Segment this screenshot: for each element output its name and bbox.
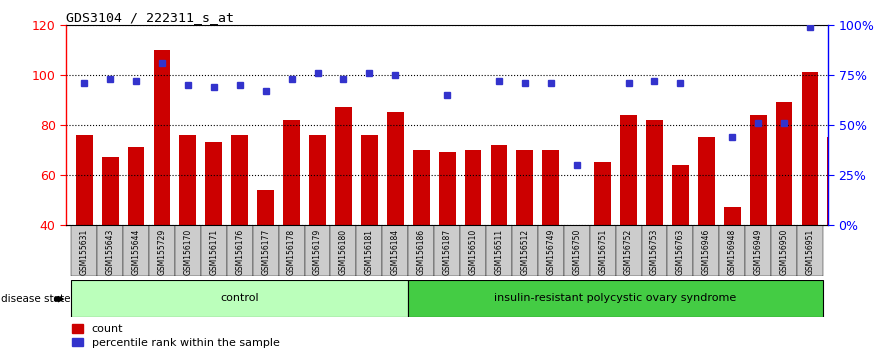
Bar <box>771 225 797 276</box>
Text: GSM156177: GSM156177 <box>261 229 270 275</box>
Bar <box>309 135 326 225</box>
Bar <box>205 142 222 225</box>
Bar <box>543 150 559 225</box>
Bar <box>775 102 793 225</box>
Text: GSM156171: GSM156171 <box>210 229 218 275</box>
Bar <box>180 135 196 225</box>
Bar <box>97 225 123 276</box>
Bar <box>827 137 844 225</box>
Bar <box>257 190 274 225</box>
Bar <box>305 225 330 276</box>
Bar <box>693 225 719 276</box>
Text: GSM155643: GSM155643 <box>106 229 115 275</box>
Bar <box>616 225 641 276</box>
Text: GSM156750: GSM156750 <box>573 229 581 275</box>
Text: GSM156178: GSM156178 <box>287 229 296 275</box>
Text: GSM156951: GSM156951 <box>805 229 815 275</box>
Bar <box>76 135 93 225</box>
Bar <box>641 225 668 276</box>
Bar <box>460 225 486 276</box>
Bar <box>646 120 663 225</box>
Text: GSM156763: GSM156763 <box>676 229 685 275</box>
Text: GSM156176: GSM156176 <box>235 229 244 275</box>
Text: GSM156948: GSM156948 <box>728 229 737 275</box>
Bar <box>750 115 766 225</box>
Bar <box>698 137 714 225</box>
Bar <box>439 152 455 225</box>
Bar <box>589 225 616 276</box>
Text: GSM156751: GSM156751 <box>598 229 607 275</box>
Text: GDS3104 / 222311_s_at: GDS3104 / 222311_s_at <box>66 11 234 24</box>
Text: GSM156510: GSM156510 <box>469 229 478 275</box>
Bar <box>537 225 564 276</box>
Bar <box>486 225 512 276</box>
Text: GSM156753: GSM156753 <box>650 229 659 275</box>
Bar <box>672 165 689 225</box>
Bar <box>361 135 378 225</box>
Text: GSM156186: GSM156186 <box>417 229 426 275</box>
Text: GSM155729: GSM155729 <box>158 229 167 275</box>
Bar <box>335 107 352 225</box>
Bar <box>854 122 870 225</box>
Text: GSM156180: GSM156180 <box>339 229 348 275</box>
Bar <box>283 120 300 225</box>
Bar <box>594 162 611 225</box>
Text: GSM155644: GSM155644 <box>131 229 141 275</box>
Bar <box>719 225 745 276</box>
Text: GSM156170: GSM156170 <box>183 229 192 275</box>
Bar <box>232 135 248 225</box>
Bar <box>128 147 144 225</box>
Text: insulin-resistant polycystic ovary syndrome: insulin-resistant polycystic ovary syndr… <box>494 293 737 303</box>
Text: GSM156184: GSM156184 <box>391 229 400 275</box>
Text: GSM156749: GSM156749 <box>546 229 555 275</box>
Bar <box>201 225 226 276</box>
Bar <box>175 225 201 276</box>
Text: GSM156181: GSM156181 <box>365 229 374 275</box>
Bar <box>745 225 771 276</box>
Text: GSM156950: GSM156950 <box>780 229 788 275</box>
Bar <box>71 280 408 317</box>
Text: disease state: disease state <box>1 294 70 304</box>
Text: GSM156512: GSM156512 <box>521 229 529 275</box>
Text: GSM156946: GSM156946 <box>702 229 711 275</box>
Text: GSM156949: GSM156949 <box>753 229 763 275</box>
Bar <box>101 157 119 225</box>
Bar <box>278 225 305 276</box>
Bar <box>568 225 585 270</box>
Bar <box>491 145 507 225</box>
Bar <box>226 225 253 276</box>
Bar <box>802 72 818 225</box>
Text: GSM156511: GSM156511 <box>494 229 503 275</box>
Text: GSM156187: GSM156187 <box>442 229 452 275</box>
Bar <box>564 225 589 276</box>
Bar <box>724 207 741 225</box>
Bar <box>797 225 823 276</box>
Text: GSM156179: GSM156179 <box>313 229 322 275</box>
Bar <box>413 150 430 225</box>
Bar <box>408 225 434 276</box>
Bar <box>620 115 637 225</box>
Bar <box>71 225 97 276</box>
Bar <box>512 225 537 276</box>
Bar <box>668 225 693 276</box>
Bar <box>123 225 149 276</box>
Bar <box>253 225 278 276</box>
Bar <box>357 225 382 276</box>
Bar <box>387 112 403 225</box>
Bar <box>382 225 408 276</box>
Text: control: control <box>220 293 259 303</box>
Bar <box>434 225 460 276</box>
Text: GSM155631: GSM155631 <box>79 229 89 275</box>
Bar <box>464 150 481 225</box>
Bar <box>153 50 170 225</box>
Bar <box>516 150 533 225</box>
Bar <box>149 225 175 276</box>
Bar <box>330 225 357 276</box>
Bar <box>408 280 823 317</box>
Text: GSM156752: GSM156752 <box>624 229 633 275</box>
Legend: count, percentile rank within the sample: count, percentile rank within the sample <box>71 324 279 348</box>
